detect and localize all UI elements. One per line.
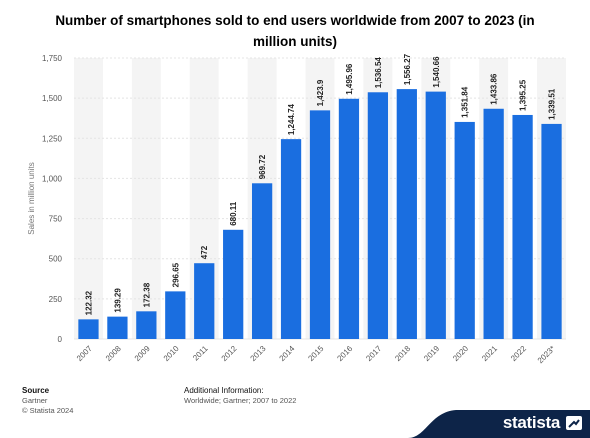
- y-tick-label: 1,750: [42, 54, 63, 63]
- x-tick-label: 2023*: [536, 344, 557, 365]
- x-tick-label: 2019: [422, 344, 441, 363]
- y-tick-label: 500: [49, 255, 63, 264]
- y-tick-label: 250: [49, 295, 63, 304]
- bar: [483, 108, 504, 339]
- y-tick-label: 1,500: [42, 94, 63, 103]
- bar: [136, 311, 157, 339]
- additional-info-heading: Additional Information:: [184, 386, 264, 395]
- y-tick-label: 0: [58, 335, 63, 344]
- x-tick-label: 2014: [278, 344, 297, 363]
- bar-value-label: 1,244.74: [287, 103, 296, 135]
- x-tick-label: 2009: [133, 344, 152, 363]
- x-tick-label: 2021: [480, 344, 499, 363]
- bar-value-label: 969.72: [258, 154, 267, 179]
- x-tick-label: 2018: [393, 344, 412, 363]
- x-tick-label: 2020: [451, 344, 470, 363]
- y-tick-label: 1,000: [42, 174, 63, 183]
- statista-logo-icon: [566, 416, 582, 430]
- chart-title: Number of smartphones sold to end users …: [55, 13, 535, 49]
- bar: [425, 91, 446, 340]
- bar-value-label: 1,540.66: [432, 56, 441, 88]
- x-tick-label: 2010: [162, 344, 181, 363]
- bar: [223, 229, 244, 339]
- bar: [165, 291, 186, 339]
- x-tick-label: 2016: [335, 344, 354, 363]
- bar: [194, 263, 215, 339]
- bar-value-label: 1,433.86: [490, 73, 499, 105]
- bar-value-label: 472: [200, 245, 209, 259]
- bar-value-label: 1,351.84: [461, 86, 470, 118]
- bar-value-label: 122.32: [84, 290, 93, 315]
- bar-value-label: 1,395.25: [519, 79, 528, 111]
- y-tick-label: 750: [49, 215, 63, 224]
- y-axis-label: Sales in million units: [27, 162, 36, 234]
- bar: [367, 92, 389, 339]
- source-heading: Source: [22, 386, 50, 395]
- bar-value-label: 680.11: [229, 201, 238, 226]
- bar-value-label: 1,536.54: [374, 57, 383, 89]
- bar-value-label: 296.65: [171, 262, 180, 287]
- x-tick-label: 2012: [220, 344, 239, 363]
- bar: [251, 183, 273, 339]
- additional-info-block: Additional Information: Worldwide; Gartn…: [184, 386, 296, 406]
- additional-info-text: Worldwide; Gartner; 2007 to 2022: [184, 396, 297, 405]
- x-tick-label: 2015: [306, 344, 325, 363]
- column-band: [74, 58, 103, 339]
- bar: [541, 123, 562, 339]
- bar: [309, 110, 331, 340]
- source-link[interactable]: Gartner: [22, 396, 48, 405]
- statista-logo-text: statista: [502, 413, 560, 432]
- bar-value-label: 1,339.51: [548, 88, 557, 120]
- copyright-text: © Statista 2024: [22, 406, 74, 415]
- bar: [338, 98, 360, 339]
- bar-value-label: 172.38: [142, 282, 151, 307]
- bar: [78, 319, 99, 339]
- bar: [396, 89, 417, 339]
- column-band: [131, 58, 161, 339]
- bar-value-label: 139.29: [113, 288, 122, 313]
- x-tick-label: 2011: [191, 344, 210, 363]
- brand-wave-shape: [408, 410, 590, 438]
- bar: [454, 121, 475, 339]
- y-tick-label: 1,250: [42, 134, 63, 143]
- bar: [280, 139, 302, 339]
- x-tick-label: 2007: [75, 344, 94, 363]
- bar: [107, 316, 128, 339]
- bar: [512, 114, 533, 340]
- x-tick-label: 2022: [509, 344, 528, 363]
- x-tick-label: 2008: [104, 344, 123, 363]
- source-block: Source Gartner © Statista 2024: [22, 386, 73, 416]
- x-tick-label: 2017: [364, 344, 383, 363]
- bar-value-label: 1,495.96: [345, 63, 354, 95]
- x-tick-label: 2013: [249, 344, 268, 363]
- statista-brand[interactable]: statista: [408, 408, 590, 438]
- bar-value-label: 1,423.9: [316, 79, 325, 106]
- bar-chart: 0 250 500 750 1,000 1,250 1,500 1,750 Sales in m…: [27, 53, 566, 365]
- bar-value-label: 1,556.27: [403, 53, 412, 85]
